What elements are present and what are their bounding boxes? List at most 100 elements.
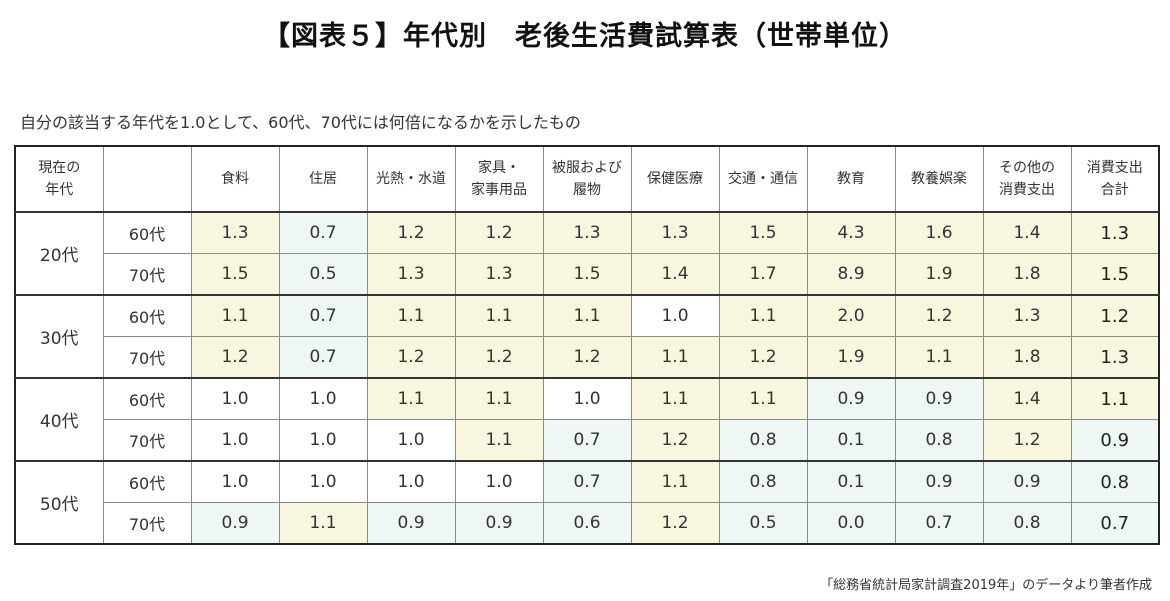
ratio-cell: 1.2 [894, 294, 984, 337]
corner-header-line: 現在の [38, 160, 81, 176]
ratio-cell: 1.0 [630, 294, 720, 337]
table-row: 70代 0.9 1.1 0.9 0.9 0.6 1.2 0.5 0.0 0.7 0.8 0.7 [15, 502, 1160, 545]
ratio-cell: 1.3 [630, 211, 720, 254]
column-header: 教養娯楽 [894, 145, 984, 213]
living-cost-table: 現在の 年代 食料 住居 光熱・水道 家具・ 家事用品 被服および 履物 保健医療 交通・通信教… [14, 145, 1160, 545]
ratio-cell: 0.9 [454, 502, 544, 545]
ratio-cell: 2.0 [806, 294, 896, 337]
column-header: 被服および 履物 [542, 145, 632, 213]
ratio-cell: 1.5 [190, 253, 280, 296]
table-row: 30代 60代 1.1 0.7 1.1 1.1 1.1 1.0 1.1 2.0 1.2 1.3 1.2 [14, 294, 1160, 379]
ratio-cell: 1.9 [806, 336, 896, 379]
column-header-line: 交通・通信 [728, 171, 798, 187]
ratio-cell: 1.1 [630, 460, 720, 503]
ratio-cell: 1.3 [542, 211, 632, 254]
table-row: 70代 1.0 1.0 1.0 1.1 0.7 1.2 0.8 0.1 0.8 1.2 0.9 [15, 419, 1160, 462]
ratio-cell: 1.1 [454, 294, 544, 337]
ratio-cell: 1.2 [718, 336, 808, 379]
ratio-cell: 1.1 [454, 419, 544, 462]
ratio-cell: 1.9 [894, 253, 984, 296]
corner-header: 現在の 年代 [14, 145, 104, 213]
ratio-cell: 1.5 [542, 253, 632, 296]
ratio-cell: 1.3 [982, 294, 1072, 337]
column-header-line: 光熱・水道 [376, 171, 446, 187]
ratio-cell: 0.9 [894, 377, 984, 420]
ratio-cell: 1.0 [190, 419, 280, 462]
ratio-cell: 1.4 [982, 211, 1072, 254]
ratio-cell: 1.8 [982, 336, 1072, 379]
ratio-cell: 8.9 [806, 253, 896, 296]
column-header-line: 保健医療 [647, 171, 703, 187]
ratio-cell: 1.0 [278, 460, 368, 503]
sub-age-header [102, 145, 192, 213]
ratio-cell: 1.1 [542, 294, 632, 337]
column-header: 消費支出 合計 [1070, 145, 1160, 213]
column-header-line: 住居 [309, 171, 337, 187]
ratio-cell: 1.0 [190, 460, 280, 503]
ratio-cell: 1.2 [190, 336, 280, 379]
column-header-line: 教育 [837, 171, 865, 187]
ratio-cell: 1.1 [630, 377, 720, 420]
ratio-cell: 1.1 [366, 377, 456, 420]
table-body: 20代 60代 1.3 0.7 1.2 1.2 1.3 1.3 1.5 4.3 1.6 1.4 1.3 7… [14, 211, 1160, 545]
ratio-cell: 0.9 [190, 502, 280, 545]
total-ratio-cell: 1.1 [1070, 377, 1160, 420]
age-group-label: 50代 [14, 460, 104, 545]
age-group-label: 40代 [14, 377, 104, 462]
column-header-line: 教養娯楽 [911, 171, 967, 187]
target-age-label: 60代 [102, 377, 192, 420]
ratio-cell: 0.8 [894, 419, 984, 462]
column-header: 食料 [190, 145, 280, 213]
column-header: 保健医療 [630, 145, 720, 213]
target-age-label: 70代 [102, 419, 192, 462]
ratio-cell: 1.2 [542, 336, 632, 379]
total-ratio-cell: 0.9 [1070, 419, 1160, 462]
ratio-cell: 1.2 [454, 211, 544, 254]
ratio-cell: 1.1 [630, 336, 720, 379]
column-header-line: 被服および [552, 160, 622, 176]
ratio-cell: 0.7 [278, 211, 368, 254]
ratio-cell: 1.0 [366, 460, 456, 503]
ratio-cell: 0.9 [806, 377, 896, 420]
ratio-cell: 1.2 [630, 502, 720, 545]
ratio-cell: 0.7 [278, 336, 368, 379]
ratio-cell: 0.7 [542, 419, 632, 462]
ratio-cell: 1.2 [454, 336, 544, 379]
ratio-cell: 0.9 [894, 460, 984, 503]
column-header-line: 消費支出 [999, 182, 1055, 198]
total-ratio-cell: 0.7 [1070, 502, 1160, 545]
ratio-cell: 1.2 [366, 211, 456, 254]
corner-header-line: 年代 [45, 182, 74, 198]
ratio-cell: 0.1 [806, 419, 896, 462]
ratio-cell: 0.7 [278, 294, 368, 337]
table-row: 70代 1.2 0.7 1.2 1.2 1.2 1.1 1.2 1.9 1.1 1.8 1.3 [15, 336, 1160, 379]
ratio-cell: 1.0 [190, 377, 280, 420]
ratio-cell: 1.4 [982, 377, 1072, 420]
column-header-line: 消費支出 [1086, 160, 1143, 176]
ratio-cell: 1.1 [718, 377, 808, 420]
ratio-cell: 1.4 [630, 253, 720, 296]
ratio-cell: 0.8 [718, 460, 808, 503]
ratio-cell: 1.0 [454, 460, 544, 503]
ratio-cell: 0.7 [542, 460, 632, 503]
ratio-cell: 1.1 [278, 502, 368, 545]
header-row: 現在の 年代 食料 住居 光熱・水道 家具・ 家事用品 被服および 履物 保健医療 交通・通信教… [14, 145, 1160, 213]
ratio-cell: 0.8 [982, 502, 1072, 545]
ratio-cell: 1.0 [278, 377, 368, 420]
table-row: 70代 1.5 0.5 1.3 1.3 1.5 1.4 1.7 8.9 1.9 1.8 1.5 [15, 253, 1160, 296]
ratio-cell: 1.1 [366, 294, 456, 337]
table-row: 50代 60代 1.0 1.0 1.0 1.0 0.7 1.1 0.8 0.1 0.9 0.9 0.8 [14, 460, 1160, 545]
target-age-label: 60代 [102, 294, 192, 337]
column-header-line: 食料 [221, 171, 249, 187]
column-header-line: 履物 [573, 182, 601, 198]
ratio-cell: 0.9 [366, 502, 456, 545]
total-ratio-cell: 1.3 [1070, 336, 1160, 379]
target-age-label: 70代 [102, 502, 192, 545]
ratio-cell: 0.7 [894, 502, 984, 545]
ratio-cell: 1.0 [542, 377, 632, 420]
target-age-label: 60代 [102, 211, 192, 254]
ratio-cell: 0.0 [806, 502, 896, 545]
ratio-cell: 0.5 [278, 253, 368, 296]
ratio-cell: 1.1 [894, 336, 984, 379]
ratio-cell: 1.1 [454, 377, 544, 420]
